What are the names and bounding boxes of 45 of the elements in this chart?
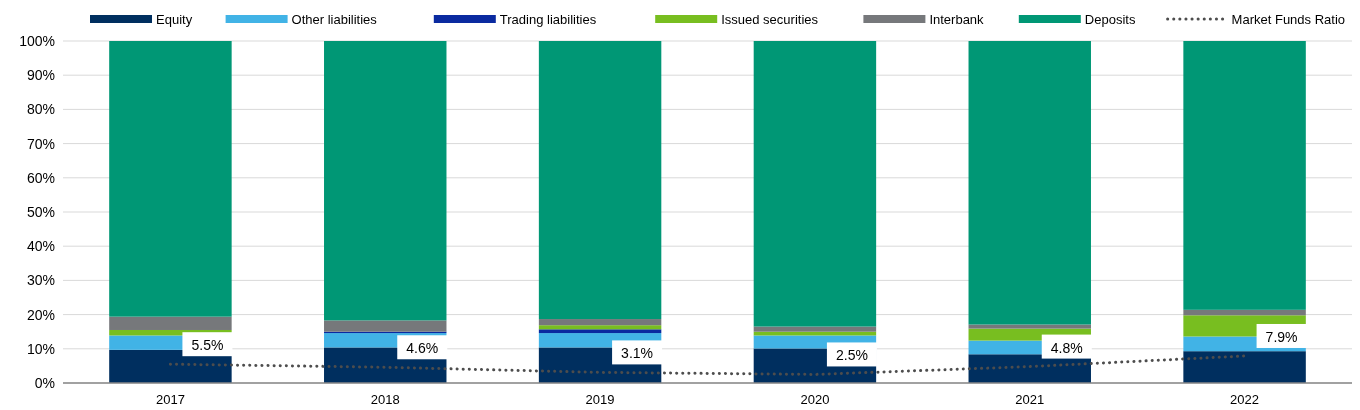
data-label: 4.6% (406, 340, 439, 357)
x-tick-label: 2020 (800, 392, 830, 407)
y-tick-label: 20% (26, 306, 55, 323)
x-tick-label: 2019 (585, 392, 615, 407)
bar (324, 41, 447, 321)
y-tick-label: 90% (26, 67, 55, 84)
legend-label: Market Funds Ratio (1231, 12, 1346, 27)
data-label: 7.9% (1265, 328, 1298, 345)
bar (1183, 41, 1306, 310)
bar (538, 329, 662, 334)
bar (1183, 309, 1306, 316)
bar (1183, 351, 1306, 383)
x-tick-label: 2017 (155, 392, 185, 407)
bar (968, 41, 1091, 325)
data-label: 2.5% (835, 347, 868, 364)
bar (538, 41, 662, 320)
data-label: 5.5% (191, 337, 224, 354)
y-tick-label: 0% (34, 375, 55, 391)
legend-label: Equity (156, 12, 193, 27)
bar (753, 41, 877, 327)
y-tick-label: 10% (26, 340, 55, 357)
y-tick-label: 30% (26, 272, 55, 289)
data-label: 4.8% (1050, 339, 1083, 356)
y-tick-label: 100% (19, 33, 55, 49)
y-tick-label: 40% (26, 238, 55, 255)
bar (753, 326, 877, 332)
bar (109, 41, 232, 317)
x-tick-label: 2022 (1230, 392, 1260, 407)
y-tick-label: 60% (26, 169, 55, 186)
bar (109, 316, 232, 330)
legend-label: Trading liabilities (499, 12, 597, 27)
legend-label: Deposits (1084, 12, 1136, 27)
bar (968, 324, 1091, 329)
legend-label: Issued securities (721, 12, 819, 27)
data-label: 3.1% (621, 345, 654, 362)
legend-label: Interbank (929, 12, 985, 27)
x-tick-label: 2021 (1015, 392, 1045, 407)
legend-label: Other liabilities (291, 12, 378, 27)
y-tick-label: 70% (26, 135, 55, 152)
bar (538, 319, 662, 326)
y-tick-label: 50% (26, 204, 55, 220)
bar (324, 320, 447, 332)
y-tick-label: 80% (26, 101, 55, 118)
x-tick-label: 2018 (370, 392, 400, 407)
bar (538, 325, 662, 330)
